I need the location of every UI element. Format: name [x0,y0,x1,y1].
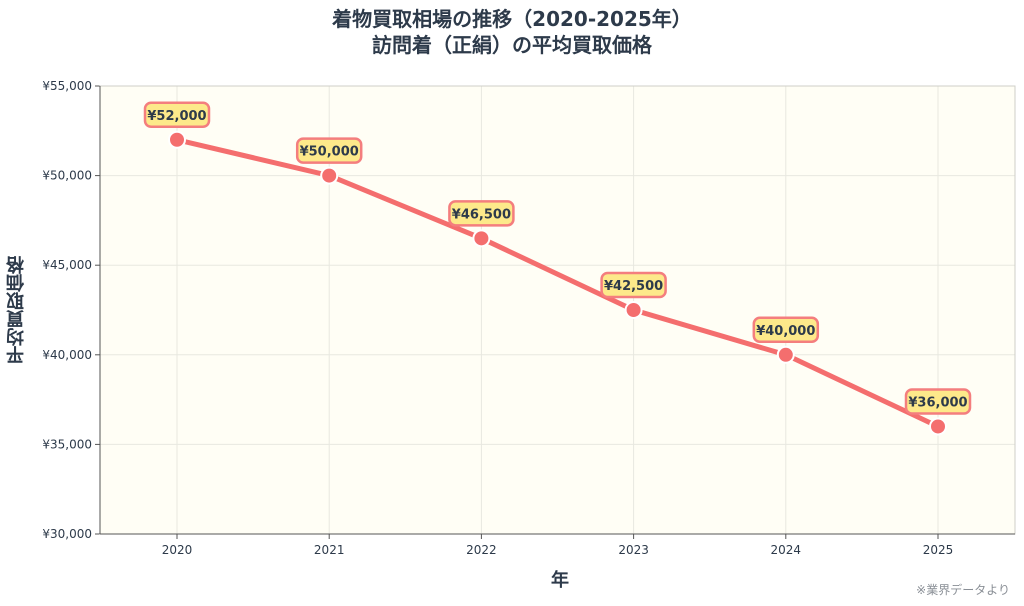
y-tick-label: ¥35,000 [42,437,92,451]
data-label: ¥46,500 [448,200,515,227]
data-point [320,166,339,185]
data-point [168,130,186,149]
data-label-text: ¥36,000 [908,395,967,410]
data-label-text: ¥40,000 [756,324,815,339]
data-label-box [143,101,211,129]
y-tick-labels: ¥30,000 ¥35,000 ¥40,000 ¥45,000 ¥50,000 ¥55,0… [42,79,92,541]
data-label: ¥52,000 [143,101,211,129]
y-tick-label: ¥50,000 [42,169,92,183]
data-point [472,229,491,248]
data-point [776,345,795,364]
data-points [168,130,947,436]
chart-title-line2: 訪問着（正絹）の平均買取価格 [372,33,652,57]
y-tick-label: ¥30,000 [42,527,92,541]
x-tick-label: 2024 [771,543,802,557]
x-axis-label: 年 [551,570,569,591]
y-tick-label: ¥55,000 [42,79,92,93]
data-labels: ¥52,000 ¥50,000 ¥46,500 ¥42,500 ¥40,000 ¥36,0… [143,101,972,415]
x-tick-label: 2020 [162,543,193,557]
y-tick-label: ¥45,000 [42,258,92,272]
data-label-text: ¥52,000 [147,109,206,124]
y-axis-label: 平均買取価格 [6,256,27,364]
data-point [624,301,643,319]
data-label-box [600,271,667,299]
data-label-box [295,137,363,164]
x-tick-label: 2021 [314,543,345,557]
data-label: ¥36,000 [904,388,972,415]
data-label: ¥40,000 [752,316,820,344]
data-label-box [904,388,972,415]
series-line [174,137,941,429]
chart-title-line1: 着物買取相場の推移（2020-2025年） [332,7,692,31]
y-tick-label: ¥40,000 [42,348,92,362]
x-tick-label: 2023 [618,543,649,557]
x-tick-label: 2025 [923,543,954,557]
x-tick-label: 2022 [466,543,497,557]
x-tick-labels: 2020 2021 2022 2023 2024 2025 [162,543,954,557]
data-label-box [752,316,820,344]
data-label-text: ¥50,000 [300,145,359,160]
axes [95,85,1016,539]
data-label: ¥42,500 [600,271,667,299]
data-label-box [448,200,515,227]
data-label: ¥50,000 [295,137,363,164]
data-label-text: ¥42,500 [604,279,663,294]
source-note: ※業界データより [916,583,1010,597]
chart-title: 着物買取相場の推移（2020-2025年） 訪問着（正絹）の平均買取価格 [0,6,1024,58]
data-point [929,417,947,436]
data-label-text: ¥46,500 [452,207,511,222]
plot-area [100,86,1015,534]
